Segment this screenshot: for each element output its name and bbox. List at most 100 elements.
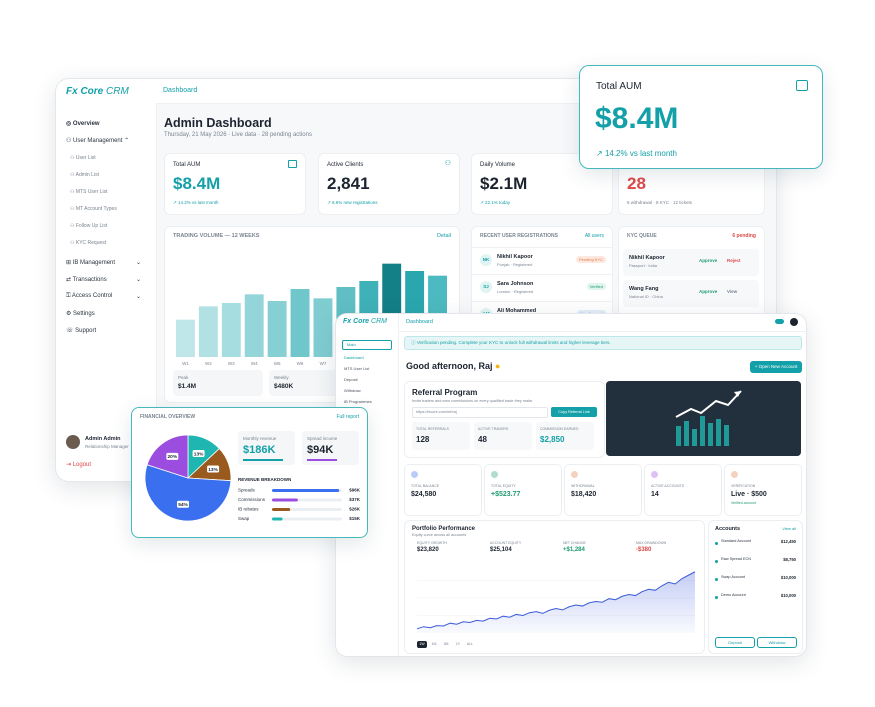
nav-item[interactable]: ⚿ Access Control ⌄ (66, 293, 141, 300)
open-account-button[interactable]: + Open New Account (750, 361, 802, 373)
range-button[interactable]: 1M (431, 642, 437, 646)
account-value: $8,750 (783, 557, 796, 562)
nav-item[interactable]: ⊞ IB Management ⌄ (66, 260, 141, 266)
pie-slice (144, 464, 232, 522)
kyc-row: Wang Fang National ID · China Approve View (623, 280, 759, 307)
panel-title: TRADING VOLUME — 12 WEEKS (173, 233, 260, 239)
stat-icon (288, 160, 297, 168)
sidebar: Fx Core CRM ◎ Overview ⚇ User Management… (56, 79, 157, 481)
referral-image (606, 381, 801, 456)
nav-label: User Management (73, 138, 123, 144)
nav-subitem[interactable]: ⚇ Admin List (70, 172, 99, 178)
account-button[interactable]: Deposit (715, 637, 755, 648)
stat-note: 8 withdrawal · 8 KYC · 12 tickets (627, 200, 693, 205)
nav-label: Follow Up List (75, 223, 108, 229)
range-button[interactable]: 1Y (455, 642, 461, 646)
card-link[interactable]: Full report (336, 414, 359, 420)
metric-label: Monthly revenue (243, 436, 277, 441)
nav-item[interactable]: ⚙ Settings (66, 311, 95, 317)
nav-subitem[interactable]: ⚇ MTS User List (70, 189, 108, 195)
greeting-text: Good afternoon, Raj (406, 361, 493, 371)
kyc-action[interactable]: Reject (727, 258, 741, 263)
breakdown-label: Swap (238, 516, 250, 521)
copy-button[interactable]: Copy Referral Link (551, 407, 597, 417)
stat-value: 14 (651, 491, 659, 498)
stat-icon (491, 471, 498, 478)
logout[interactable]: ⇥ Logout (66, 462, 92, 468)
nav-item[interactable]: MTS User List (344, 366, 370, 371)
referral-stat-label: TOTAL REFERRALS (416, 427, 449, 431)
bar (176, 319, 195, 357)
kyc-detail: Passport · India (629, 263, 658, 268)
status-pill: Verified (586, 283, 606, 290)
range-button[interactable]: 3M (443, 642, 449, 646)
nav-label: User List (75, 155, 96, 161)
status-pill: Pending KYC (575, 256, 606, 263)
account-dot (715, 542, 718, 545)
footer-value: $1.4M (178, 383, 197, 390)
avatar-initials: SJ (480, 281, 492, 293)
stat-card: WITHDRAWAL $18,420 (564, 464, 642, 516)
nav-item[interactable]: Dashboard (344, 355, 364, 360)
breakdown-bar (272, 517, 283, 521)
header-title: Dashboard (163, 87, 198, 94)
x-tick-label: W3 (228, 361, 235, 366)
logo-suffix: CRM (371, 318, 387, 325)
portfolio-panel: Portfolio Performance Equity curve acros… (404, 520, 705, 654)
nav-item[interactable]: ⇄ Transactions ⌄ (66, 277, 141, 283)
stat-label: TOTAL EQUITY (491, 484, 516, 488)
nav-item[interactable]: IB Programmes (344, 399, 372, 404)
kyc-action[interactable]: Approve (699, 258, 718, 263)
breakdown-bar (272, 489, 340, 492)
referral-title: Referral Program (412, 388, 478, 397)
referral-link[interactable]: https://fxcore.com/ref/raj (412, 407, 548, 418)
user-avatar[interactable] (790, 318, 798, 326)
toggle[interactable] (775, 319, 784, 324)
nav-item[interactable]: ◎ Overview (66, 121, 100, 127)
breakdown-label: IB rebates (238, 507, 259, 512)
footer-stat: Peak $1.4M (173, 370, 263, 396)
metric-bar (307, 459, 337, 461)
avatar (66, 435, 80, 449)
stat-icon (571, 471, 578, 478)
x-tick-label: W1 (182, 361, 189, 366)
metric-box: Spread income $94K (302, 431, 359, 465)
accounts-title: Accounts (715, 526, 741, 532)
kyc-action[interactable]: View (727, 289, 738, 294)
user-role: Relationship Manager (85, 444, 129, 449)
stat-note-text: 22.1% today (485, 200, 511, 205)
label-box (166, 452, 179, 460)
nav-item[interactable]: Main (342, 340, 392, 350)
nav-item[interactable]: Withdraw (344, 388, 361, 393)
kyc-banner: ⓘ Verification pending. Complete your KY… (404, 336, 802, 350)
greeting-emoji: ● (495, 361, 501, 371)
nav-subitem[interactable]: ⚇ KYC Request (70, 240, 107, 246)
kyc-detail: National ID · China (629, 294, 663, 299)
nav-subitem[interactable]: ⚇ Follow Up List (70, 223, 108, 229)
nav-item[interactable]: ☏ Support (66, 328, 97, 334)
user-detail: London · Registered (497, 289, 534, 294)
panel-link[interactable]: All users (584, 233, 604, 239)
bar (313, 298, 333, 357)
stat-value: +$523.77 (491, 491, 521, 498)
panel-link[interactable]: Detail (436, 233, 451, 239)
nav-item[interactable]: Deposit (344, 377, 358, 382)
pie-chart: 13% 13% 54% 20% (144, 434, 232, 522)
nav-item[interactable]: ⚇ User Management ⌃ (66, 138, 130, 144)
nav-subitem[interactable]: ⚇ User List (70, 155, 96, 161)
metric-bar (243, 459, 283, 461)
accounts-link[interactable]: View all (782, 526, 796, 531)
kyc-action[interactable]: Approve (699, 289, 718, 294)
user-name: Nikhil Kapoor (497, 254, 533, 260)
range-button[interactable]: 1W (417, 641, 427, 648)
avatar-initials: NK (480, 254, 492, 266)
account-button[interactable]: Withdraw (757, 637, 797, 648)
range-button[interactable]: ALL (466, 642, 474, 646)
breakdown-title: REVENUE BREAKDOWN (238, 477, 292, 482)
image-arrowhead (734, 391, 741, 397)
nav-subitem[interactable]: ⚇ MT Account Types (70, 206, 117, 212)
greeting: Good afternoon, Raj ● (406, 361, 500, 371)
nav-label: MT Account Types (75, 206, 117, 212)
stat-note: ↗ 22.1% today (480, 200, 511, 205)
